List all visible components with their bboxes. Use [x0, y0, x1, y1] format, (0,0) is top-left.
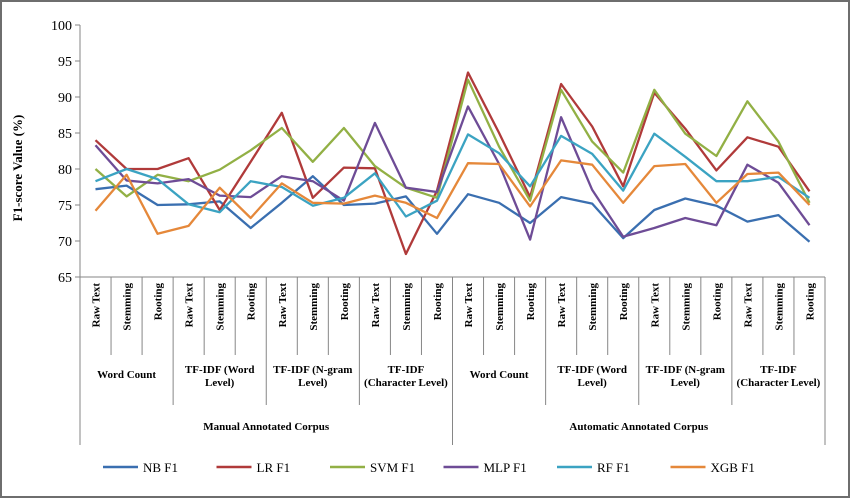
series-line-mlp-f1	[94, 105, 811, 241]
x-group-label: TF-IDF (N-gram	[646, 364, 725, 376]
y-tick-label: 80	[58, 163, 72, 178]
y-tick-label: 95	[58, 55, 72, 70]
legend-label: RF F1	[597, 460, 630, 475]
x-group-label: TF-IDF (Word	[557, 364, 627, 376]
x-category-label: Rooting	[618, 283, 630, 321]
x-group-label: Level)	[205, 377, 235, 389]
x-category-label: Stemming	[494, 283, 506, 331]
x-group-label: Level)	[671, 377, 701, 389]
y-tick-label: 75	[58, 199, 72, 214]
x-group-label: Level)	[298, 377, 328, 389]
series-line-xgb-f1	[94, 159, 811, 235]
x-category-label: Raw Text	[463, 283, 475, 328]
series-line-lr-f1	[94, 71, 811, 256]
x-group-label: Word Count	[97, 369, 156, 381]
x-group-label: TF-IDF	[388, 364, 425, 376]
legend-label: XGB F1	[711, 460, 755, 475]
x-group-label: TF-IDF (N-gram	[273, 364, 352, 376]
y-axis-label: F1-score Value (%)	[10, 115, 25, 222]
series-line-rf-f1	[95, 132, 811, 218]
x-category-label: Stemming	[215, 283, 227, 331]
y-tick-label: 65	[58, 271, 72, 286]
y-tick-label: 85	[58, 127, 72, 142]
x-category-label: Rooting	[804, 283, 816, 321]
y-tick-label: 100	[51, 19, 72, 34]
x-category-label: Raw Text	[91, 283, 103, 328]
x-category-label: Rooting	[339, 283, 351, 321]
x-category-label: Raw Text	[277, 283, 289, 328]
x-category-label: Raw Text	[742, 283, 754, 328]
x-group-label: (Character Level)	[364, 377, 448, 389]
x-category-label: Stemming	[680, 283, 692, 331]
x-category-label: Raw Text	[649, 283, 661, 328]
x-category-label: Raw Text	[556, 283, 568, 328]
x-category-label: Rooting	[153, 283, 165, 321]
x-group-label: TF-IDF (Word	[185, 364, 255, 376]
x-group-label: Word Count	[470, 369, 529, 381]
legend-label: SVM F1	[370, 460, 415, 475]
x-category-label: Rooting	[246, 283, 258, 321]
x-group-label: (Character Level)	[737, 377, 821, 389]
legend-label: LR F1	[257, 460, 291, 475]
x-category-label: Stemming	[122, 283, 134, 331]
x-corpus-label: Automatic Annotated Corpus	[569, 421, 708, 433]
x-group-label: TF-IDF	[760, 364, 797, 376]
series-line-svm-f1	[94, 78, 811, 204]
y-tick-label: 70	[58, 235, 72, 250]
x-category-label: Stemming	[587, 283, 599, 331]
legend-label: NB F1	[143, 460, 178, 475]
x-category-label: Rooting	[432, 283, 444, 321]
x-category-label: Stemming	[308, 283, 320, 331]
y-tick-label: 90	[58, 91, 72, 106]
legend-label: MLP F1	[484, 460, 527, 475]
x-category-label: Raw Text	[370, 283, 382, 328]
x-category-label: Stemming	[401, 283, 413, 331]
x-category-label: Stemming	[773, 283, 785, 331]
x-category-label: Rooting	[711, 283, 723, 321]
x-corpus-label: Manual Annotated Corpus	[203, 421, 330, 433]
x-category-label: Rooting	[525, 283, 537, 321]
x-category-label: Raw Text	[184, 283, 196, 328]
x-group-label: Level)	[578, 377, 608, 389]
